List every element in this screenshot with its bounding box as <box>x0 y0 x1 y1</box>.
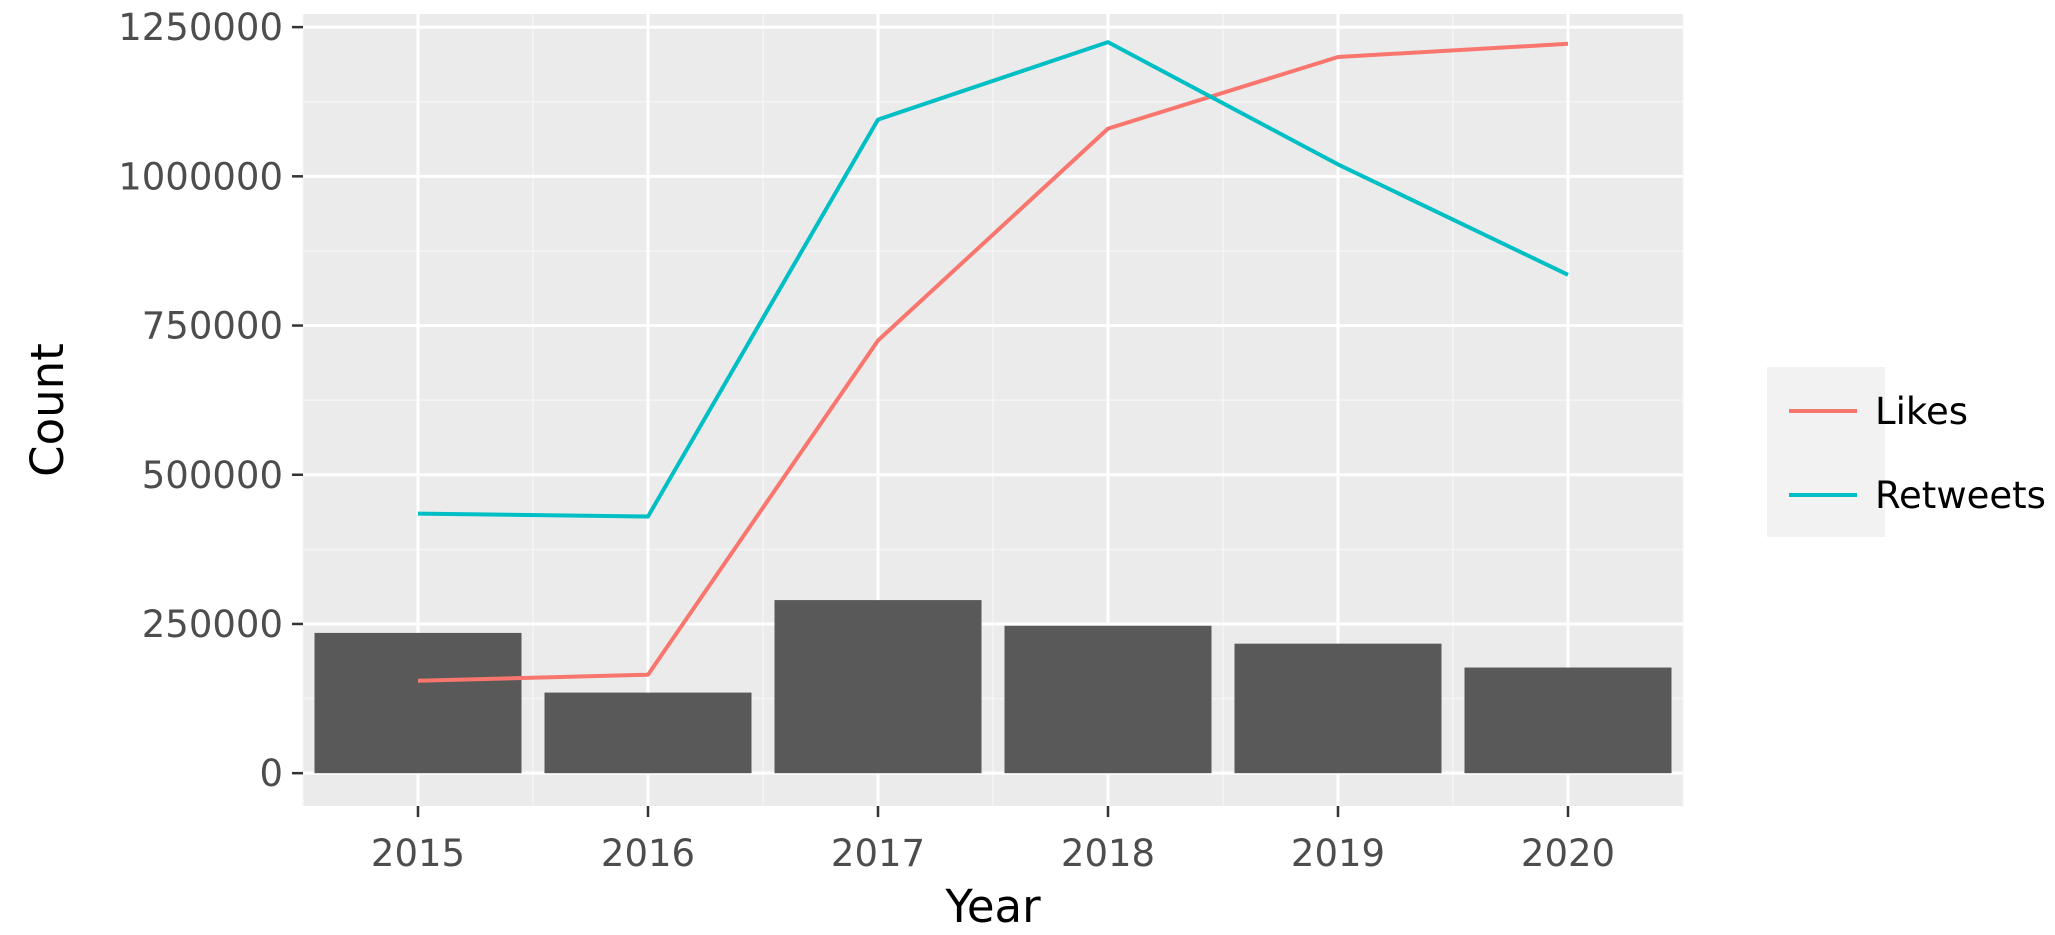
y-tick-label: 250000 <box>142 603 283 646</box>
x-axis-title: Year <box>944 880 1041 933</box>
legend: Likes Retweets <box>1767 367 2046 537</box>
legend-label-likes: Likes <box>1875 390 1968 433</box>
x-tick-label: 2016 <box>601 832 695 875</box>
x-axis: 2015 2016 2017 2018 2019 2020 <box>371 806 1615 875</box>
x-tick-label: 2019 <box>1291 832 1385 875</box>
bar-2016 <box>544 692 752 774</box>
x-tick-label: 2015 <box>371 832 465 875</box>
y-tick-label: 0 <box>259 752 283 795</box>
y-tick-label: 750000 <box>142 305 283 348</box>
series-line-likes <box>417 41 1569 683</box>
y-tick-label: 500000 <box>142 454 283 497</box>
x-tick-label: 2017 <box>831 832 925 875</box>
x-tick-label: 2018 <box>1061 832 1155 875</box>
bar-2015 <box>314 632 522 774</box>
bar-2019 <box>1234 643 1442 774</box>
x-tick-label: 2020 <box>1521 832 1615 875</box>
legend-background <box>1767 367 1885 537</box>
minor-gridlines <box>302 14 1684 806</box>
bar-2017 <box>774 600 982 774</box>
bar-2020 <box>1464 667 1672 774</box>
series-line-retweets <box>417 40 1569 519</box>
series-lines <box>417 40 1569 683</box>
y-axis-title: Count <box>21 343 74 477</box>
y-tick-label: 1250000 <box>118 6 283 49</box>
bar-2018 <box>1004 625 1212 774</box>
bars <box>314 600 1672 774</box>
y-tick-label: 1000000 <box>118 155 283 198</box>
y-axis: 0 250000 500000 750000 1000000 1250000 <box>118 6 303 795</box>
legend-label-retweets: Retweets <box>1875 474 2046 517</box>
